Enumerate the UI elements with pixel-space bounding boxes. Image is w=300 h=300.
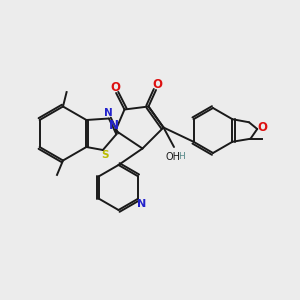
Text: H: H bbox=[178, 152, 184, 161]
Text: O: O bbox=[258, 121, 268, 134]
Text: S: S bbox=[101, 150, 109, 161]
Text: O: O bbox=[152, 78, 162, 91]
Text: N: N bbox=[137, 199, 146, 208]
Text: OH: OH bbox=[165, 152, 180, 162]
Text: N: N bbox=[103, 108, 112, 118]
Text: N: N bbox=[109, 118, 119, 132]
Text: O: O bbox=[110, 81, 120, 94]
